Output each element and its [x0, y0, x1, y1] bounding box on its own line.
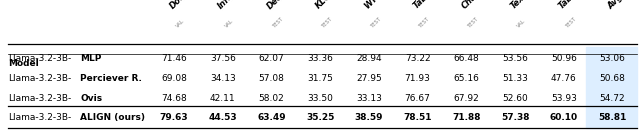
Bar — [586, 47, 637, 128]
Text: 54.72: 54.72 — [600, 94, 625, 102]
Text: MLP: MLP — [81, 54, 102, 63]
Text: Llama-3.2-3B-: Llama-3.2-3B- — [8, 74, 71, 82]
Text: 66.48: 66.48 — [454, 54, 479, 63]
Text: 76.67: 76.67 — [404, 94, 431, 102]
Text: 28.94: 28.94 — [356, 54, 381, 63]
Text: Ovis: Ovis — [81, 94, 102, 102]
Text: 58.81: 58.81 — [598, 114, 627, 122]
Text: 71.93: 71.93 — [404, 74, 431, 82]
Text: TEST: TEST — [370, 16, 383, 28]
Text: 71.46: 71.46 — [161, 54, 187, 63]
Text: 35.25: 35.25 — [306, 114, 335, 122]
Text: 63.49: 63.49 — [257, 114, 286, 122]
Text: VAL: VAL — [516, 18, 527, 28]
Text: 27.95: 27.95 — [356, 74, 382, 82]
Text: TEST: TEST — [321, 16, 334, 28]
Text: Llama-3.2-3B-: Llama-3.2-3B- — [8, 114, 71, 122]
Text: Avg. Score: Avg. Score — [606, 0, 640, 11]
Text: 60.10: 60.10 — [550, 114, 578, 122]
Text: 62.07: 62.07 — [259, 54, 284, 63]
Text: 34.13: 34.13 — [210, 74, 236, 82]
Text: 33.13: 33.13 — [356, 94, 382, 102]
Text: 53.06: 53.06 — [600, 54, 625, 63]
Text: 73.22: 73.22 — [405, 54, 431, 63]
Text: 38.59: 38.59 — [355, 114, 383, 122]
Text: TEST: TEST — [564, 16, 577, 28]
Text: 37.56: 37.56 — [210, 54, 236, 63]
Text: Llama-3.2-3B-: Llama-3.2-3B- — [8, 94, 71, 102]
Text: 78.51: 78.51 — [403, 114, 432, 122]
Text: 67.92: 67.92 — [454, 94, 479, 102]
Text: Llama-3.2-3B-: Llama-3.2-3B- — [8, 54, 71, 63]
Text: ALIGN (ours): ALIGN (ours) — [81, 114, 145, 122]
Text: 51.33: 51.33 — [502, 74, 528, 82]
Text: InfoVQA: InfoVQA — [216, 0, 250, 11]
Text: TEST: TEST — [419, 16, 431, 28]
Text: 53.93: 53.93 — [551, 94, 577, 102]
Text: TEST: TEST — [467, 16, 480, 28]
Text: VAL: VAL — [224, 18, 234, 28]
Text: 31.75: 31.75 — [307, 74, 333, 82]
Text: TextVQA: TextVQA — [509, 0, 543, 11]
Text: DocVQA: DocVQA — [168, 0, 201, 11]
Text: 53.56: 53.56 — [502, 54, 528, 63]
Text: TabFact: TabFact — [412, 0, 443, 11]
Text: TableVQA: TableVQA — [557, 0, 596, 11]
Text: 57.38: 57.38 — [500, 114, 529, 122]
Text: 74.68: 74.68 — [161, 94, 187, 102]
Text: DeepForm: DeepForm — [265, 0, 305, 11]
Text: 52.60: 52.60 — [502, 94, 528, 102]
Text: ChartQA: ChartQA — [460, 0, 494, 11]
Text: 44.53: 44.53 — [209, 114, 237, 122]
Text: Perciever R.: Perciever R. — [81, 74, 142, 82]
Text: 57.08: 57.08 — [259, 74, 284, 82]
Text: 50.68: 50.68 — [600, 74, 625, 82]
Text: 65.16: 65.16 — [453, 74, 479, 82]
Text: 47.76: 47.76 — [551, 74, 577, 82]
Text: 69.08: 69.08 — [161, 74, 187, 82]
Text: WTQ: WTQ — [363, 0, 385, 11]
Text: TEST: TEST — [273, 16, 285, 28]
Text: Model: Model — [8, 59, 38, 68]
Text: 42.11: 42.11 — [210, 94, 236, 102]
Text: KLC: KLC — [314, 0, 333, 11]
Text: 58.02: 58.02 — [259, 94, 284, 102]
Text: VAL: VAL — [175, 18, 186, 28]
Text: 71.88: 71.88 — [452, 114, 481, 122]
Text: 33.36: 33.36 — [307, 54, 333, 63]
Text: 79.63: 79.63 — [160, 114, 188, 122]
Text: 33.50: 33.50 — [307, 94, 333, 102]
Text: 50.96: 50.96 — [551, 54, 577, 63]
